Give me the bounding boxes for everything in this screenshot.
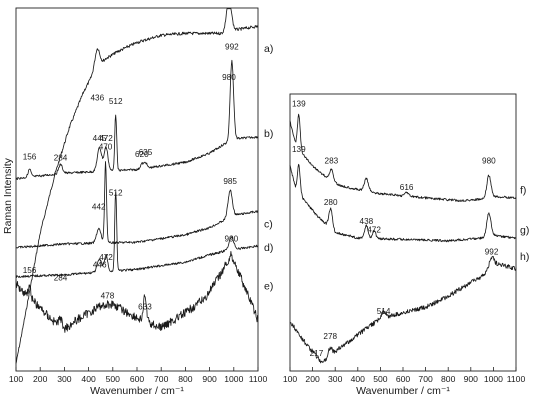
peak-label: 284 — [54, 153, 68, 162]
x-tick-label: 100 — [9, 374, 24, 384]
right-spectra — [289, 113, 517, 364]
peak-label: 217 — [310, 349, 324, 358]
x-tick-label: 600 — [130, 374, 145, 384]
x-tick-label: 1000 — [484, 374, 503, 384]
x-tick-label: 300 — [328, 374, 343, 384]
right-curve-labels: f) g) h) — [520, 185, 529, 263]
right-x-tick-labels: 100 200 300 400 500 600 700 800 900 1000 1100 — [283, 374, 526, 384]
x-tick-label: 500 — [373, 374, 388, 384]
peak-label: 442 — [92, 202, 106, 211]
peak-label: 470 — [99, 143, 113, 152]
peak-label: 616 — [400, 183, 414, 192]
x-tick-label: 1100 — [249, 374, 268, 384]
peak-label: 620 — [135, 150, 149, 159]
x-tick-label: 700 — [418, 374, 433, 384]
spectrum-a — [15, 8, 258, 364]
right-panel: 100 200 300 400 500 600 700 800 900 1000 1100 139 2… — [283, 93, 529, 397]
x-tick-label: 200 — [305, 374, 320, 384]
peak-label: 139 — [292, 99, 306, 108]
x-tick-label: 1000 — [224, 374, 243, 384]
peak-label: 990 — [225, 234, 239, 243]
peak-label: 436 — [90, 94, 104, 103]
peak-label: 438 — [360, 217, 374, 226]
spectrum-f — [289, 113, 517, 202]
spectrum-c — [15, 161, 259, 249]
peak-label: 472 — [99, 253, 113, 262]
y-axis-label: Raman Intensity — [2, 157, 14, 234]
peak-label: 980 — [222, 73, 236, 82]
curve-label: h) — [520, 251, 529, 263]
curve-label: e) — [264, 281, 273, 293]
x-tick-label: 100 — [283, 374, 298, 384]
peak-label: 472 — [99, 134, 113, 143]
x-tick-label: 500 — [106, 374, 121, 384]
right-plot-frame — [289, 93, 517, 372]
peak-label: 633 — [138, 302, 152, 311]
peak-label: 980 — [482, 156, 496, 165]
peak-label: 635 — [139, 148, 153, 157]
peak-label: 985 — [223, 177, 237, 186]
peak-label: 992 — [485, 248, 499, 257]
x-tick-label: 400 — [351, 374, 366, 384]
peak-label: 992 — [225, 43, 239, 52]
spectrum-g — [289, 163, 517, 243]
peak-label: 446 — [93, 261, 107, 270]
peak-label: 512 — [109, 97, 123, 106]
peak-label: 156 — [23, 153, 37, 162]
x-tick-label: 1100 — [507, 374, 526, 384]
x-tick-label: 600 — [396, 374, 411, 384]
x-tick-label: 300 — [57, 374, 72, 384]
peak-label: 478 — [101, 291, 115, 300]
peak-label: 156 — [23, 266, 37, 275]
x-tick-label: 800 — [441, 374, 456, 384]
left-x-axis-label: Wavenumber / cm⁻¹ — [90, 385, 184, 397]
left-x-ticks — [15, 367, 259, 371]
right-x-ticks — [289, 367, 517, 371]
x-tick-label: 400 — [81, 374, 96, 384]
spectrum-h — [289, 255, 517, 364]
peak-label: 280 — [324, 198, 338, 207]
peak-label: 472 — [367, 226, 381, 235]
peak-label: 284 — [54, 273, 68, 282]
curve-label: a) — [264, 43, 273, 55]
peak-label: 283 — [325, 156, 339, 165]
x-tick-label: 900 — [464, 374, 479, 384]
spectrum-b — [16, 59, 259, 180]
x-tick-label: 800 — [178, 374, 193, 384]
peak-label: 278 — [323, 332, 337, 341]
spectrum-e — [15, 250, 259, 333]
x-tick-label: 700 — [154, 374, 169, 384]
curve-label: g) — [520, 225, 529, 237]
peak-label: 445 — [93, 134, 107, 143]
peak-label: 139 — [292, 145, 306, 154]
curve-label: d) — [264, 242, 273, 254]
right-x-axis-label: Wavenumber / cm⁻¹ — [356, 385, 450, 397]
left-spectra — [15, 8, 259, 364]
left-curve-labels: a) b) c) d) e) — [264, 43, 273, 293]
curve-label: c) — [264, 218, 273, 230]
spectrum-d — [15, 191, 259, 278]
peak-label: 514 — [377, 307, 391, 316]
x-tick-label: 200 — [33, 374, 48, 384]
x-tick-label: 900 — [202, 374, 217, 384]
left-panel: 100 200 300 400 500 600 700 800 900 1000 1100 436 9… — [9, 7, 273, 397]
left-x-tick-labels: 100 200 300 400 500 600 700 800 900 1000 1100 — [9, 374, 268, 384]
curve-label: b) — [264, 128, 273, 140]
curve-label: f) — [520, 185, 526, 197]
peak-label: 512 — [109, 189, 123, 198]
